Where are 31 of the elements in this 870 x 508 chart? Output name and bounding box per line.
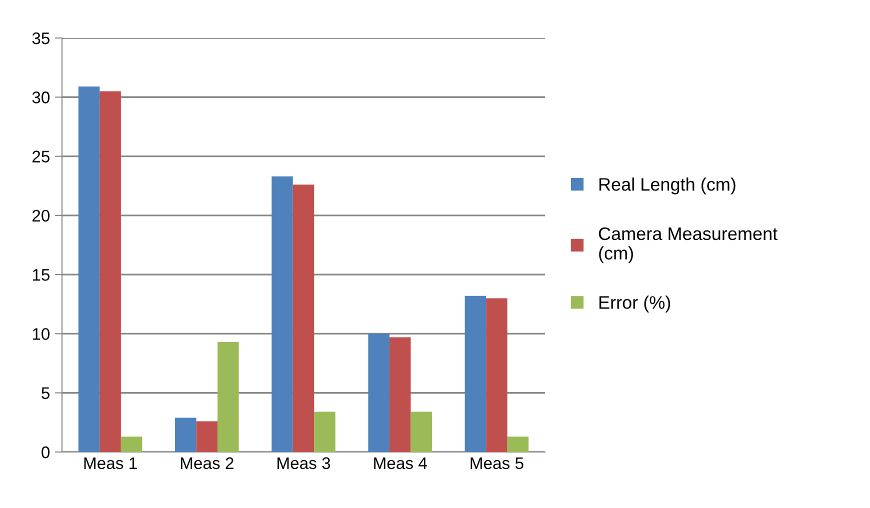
bar xyxy=(175,418,196,452)
bar xyxy=(389,337,411,452)
legend-label: Camera Measurement (cm) xyxy=(598,227,778,264)
y-tick-label: 10 xyxy=(32,328,50,340)
y-tick-label: 30 xyxy=(32,92,50,104)
y-tick-label: 15 xyxy=(32,269,50,281)
bar xyxy=(410,412,432,452)
x-tick-label: Meas 4 xyxy=(374,457,427,470)
bar xyxy=(368,334,390,452)
bar xyxy=(272,176,293,452)
bar xyxy=(78,86,100,452)
y-tick-label: 35 xyxy=(32,32,50,44)
bar xyxy=(507,436,529,452)
bar xyxy=(314,412,336,452)
x-tick-label: Meas 2 xyxy=(180,457,234,470)
y-tick-label: 0 xyxy=(42,446,50,458)
bar xyxy=(486,298,508,452)
legend-label: Real Length (cm) xyxy=(599,178,736,194)
bar xyxy=(464,296,486,452)
y-tick-label: 5 xyxy=(42,387,50,400)
bar xyxy=(196,421,218,452)
legend-label: Error (%) xyxy=(599,296,670,312)
bar xyxy=(120,436,142,452)
bar xyxy=(100,91,121,452)
x-tick-label: Meas 3 xyxy=(278,457,330,470)
x-tick-label: Meas 5 xyxy=(470,457,524,470)
x-tick-label: Meas 1 xyxy=(84,457,137,470)
y-tick-label: 25 xyxy=(32,150,50,162)
y-tick-label: 20 xyxy=(32,210,50,222)
bar xyxy=(218,342,239,452)
bar xyxy=(292,184,314,452)
